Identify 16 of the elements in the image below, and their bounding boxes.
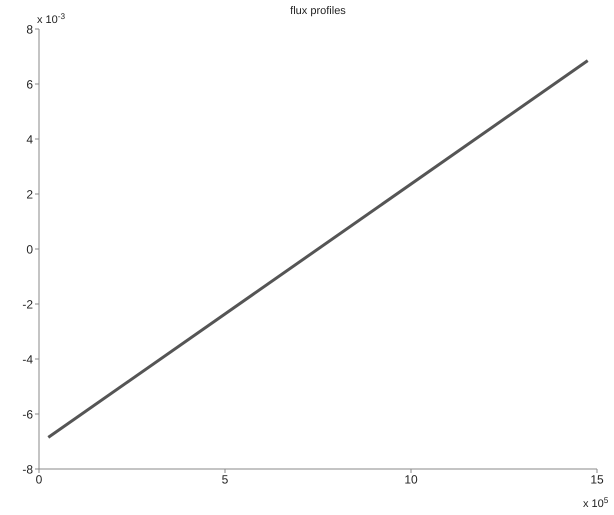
x-tick-label: 15 [590,472,604,487]
y-tick-label: 8 [26,22,34,36]
y-tick-label: 0 [26,242,34,256]
x-tick-label: 0 [36,472,43,487]
y-tick-label: -8 [22,462,34,476]
y-tick-label: 6 [26,77,34,92]
y-tick-label: 4 [26,132,34,146]
y-tick-label: 2 [26,187,34,202]
text: x 10$^{-3}$ [37,12,66,26]
text: x 10$^{5}$ [583,496,609,510]
y-tick-label: -6 [22,407,34,422]
x-tick-label: 5 [222,472,229,487]
y-tick-label: -2 [22,297,34,312]
y-tick-label: -4 [22,352,34,366]
chart-title: flux profiles [290,5,346,17]
x-tick-label: 10 [404,472,418,487]
